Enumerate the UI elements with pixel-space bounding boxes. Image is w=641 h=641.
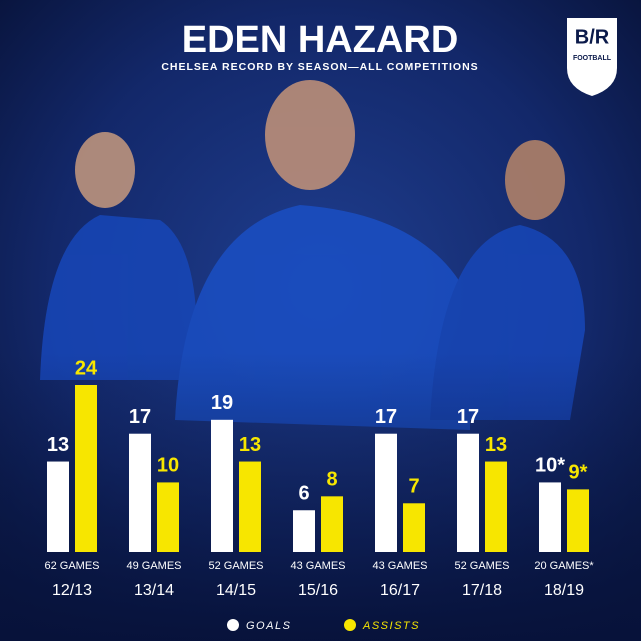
logo-shield xyxy=(567,18,617,96)
value-label: 8 xyxy=(326,469,337,491)
x-tick-label: 17/18 xyxy=(462,582,502,599)
value-label: 6 xyxy=(298,483,309,505)
x-tick-label: 14/15 xyxy=(216,582,256,599)
value-label: 24 xyxy=(75,357,98,379)
logo-sub: FOOTBALL xyxy=(573,55,612,62)
chart-subtitle: CHELSEA RECORD BY SEASON—ALL COMPETITION… xyxy=(161,61,478,73)
value-label: 17 xyxy=(457,406,479,428)
games-label: 52 GAMES xyxy=(208,560,263,572)
logo: B/R FOOTBALL xyxy=(567,18,617,96)
value-label: 10* xyxy=(535,455,565,477)
x-tick-label: 13/14 xyxy=(134,582,174,599)
games-label: 43 GAMES xyxy=(290,560,345,572)
games-label: 49 GAMES xyxy=(126,560,181,572)
bar xyxy=(47,461,69,552)
games-label: 62 GAMES xyxy=(44,560,99,572)
bar xyxy=(321,496,343,552)
bar xyxy=(375,433,397,552)
bar xyxy=(457,433,479,552)
value-label: 9* xyxy=(569,462,588,484)
plot: 13 24 62 GAMES 12/13 17 10 49 GAMES 13/14 19 13 52… xyxy=(44,357,594,599)
bar xyxy=(157,482,179,552)
chart-title: EDEN HAZARD xyxy=(182,19,459,61)
legend-label: ASSISTS xyxy=(362,620,420,632)
value-label: 10 xyxy=(157,455,179,477)
value-label: 13 xyxy=(485,434,507,456)
x-tick-label: 16/17 xyxy=(380,582,420,599)
legend-label: GOALS xyxy=(246,620,291,632)
value-label: 7 xyxy=(408,476,419,498)
bar xyxy=(129,433,151,552)
games-label: 20 GAMES* xyxy=(534,560,594,572)
games-label: 52 GAMES xyxy=(454,560,509,572)
bar xyxy=(239,461,261,552)
bar xyxy=(211,419,233,552)
bar xyxy=(567,489,589,552)
legend-swatch xyxy=(344,619,356,631)
bar xyxy=(293,510,315,552)
x-tick-label: 12/13 xyxy=(52,582,92,599)
bar xyxy=(539,482,561,552)
games-label: 43 GAMES xyxy=(372,560,427,572)
logo-brand: B/R xyxy=(575,26,610,48)
value-label: 13 xyxy=(47,434,69,456)
value-label: 17 xyxy=(375,406,397,428)
value-label: 13 xyxy=(239,434,261,456)
x-tick-label: 15/16 xyxy=(298,582,338,599)
legend-swatch xyxy=(227,619,239,631)
value-label: 17 xyxy=(129,406,151,428)
bar xyxy=(485,461,507,552)
x-tick-label: 18/19 xyxy=(544,582,584,599)
value-label: 19 xyxy=(211,392,233,414)
legend: GOALS ASSISTS xyxy=(227,619,420,632)
bar xyxy=(75,385,97,552)
bar xyxy=(403,503,425,552)
